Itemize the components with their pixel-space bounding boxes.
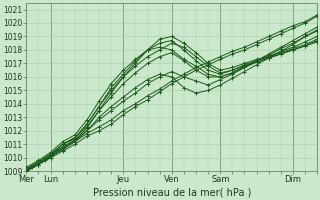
X-axis label: Pression niveau de la mer( hPa ): Pression niveau de la mer( hPa ) <box>92 187 251 197</box>
